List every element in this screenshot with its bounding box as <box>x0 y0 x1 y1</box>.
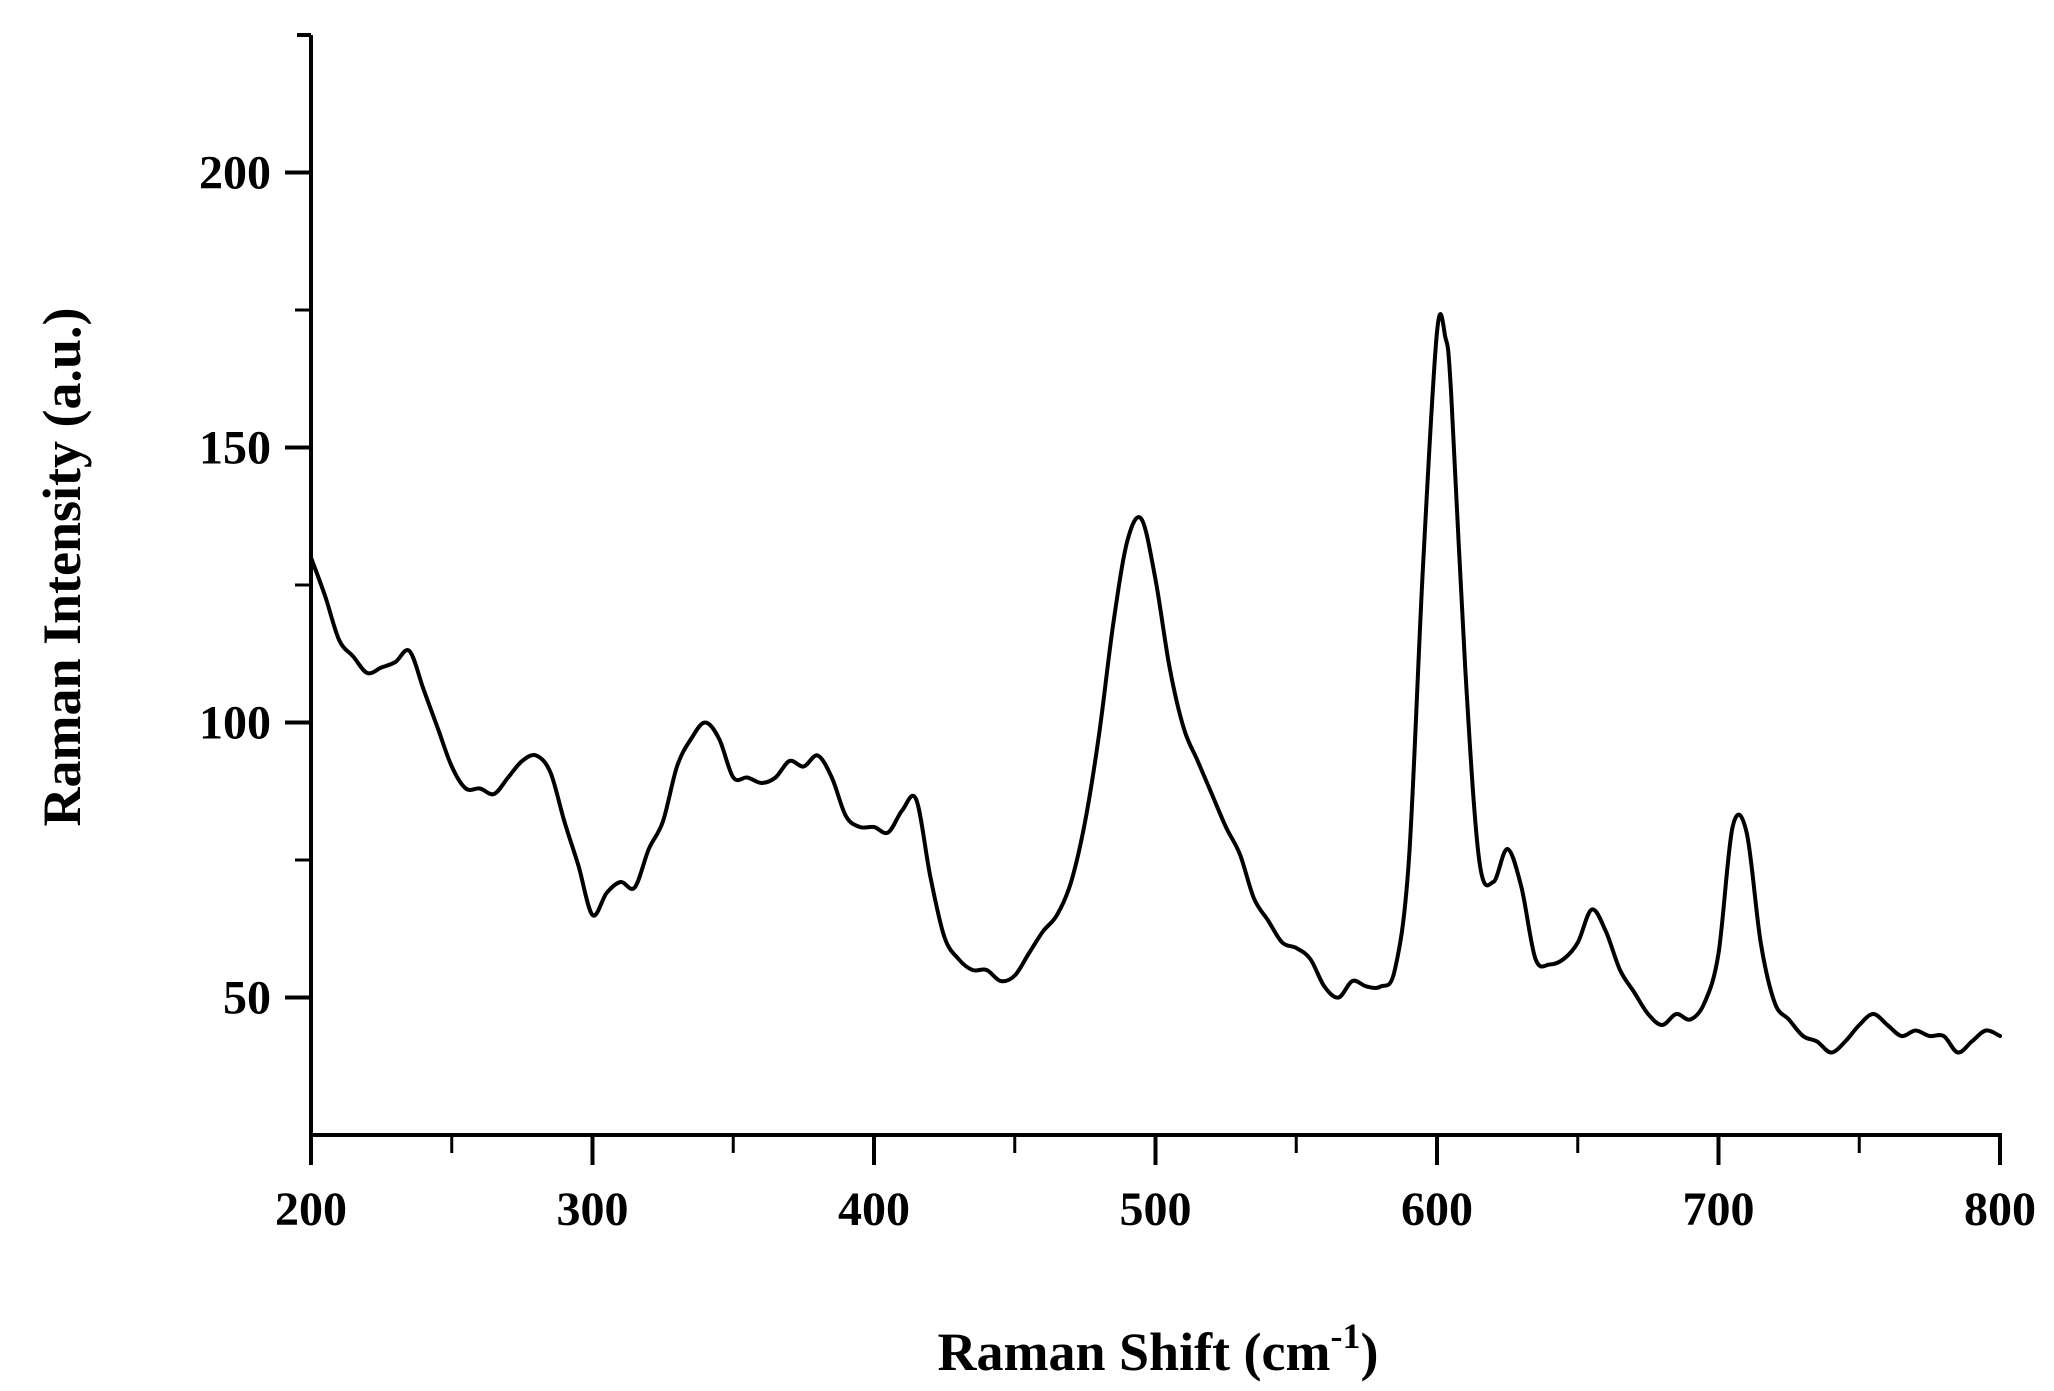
y-tick-label: 100 <box>199 697 271 750</box>
series-group <box>309 312 2002 1055</box>
x-tick-label: 500 <box>1120 1183 1192 1236</box>
x-tick-label: 200 <box>275 1183 347 1236</box>
y-axis-title: Raman Intensity (a.u.) <box>32 307 92 826</box>
y-tick-label: 50 <box>223 972 271 1025</box>
y-axis-ticks: 50 100 150 200 <box>199 147 311 1025</box>
x-axis-ticks: 200 300 400 500 600 700 800 <box>275 1135 2036 1236</box>
raman-spectrum-line <box>309 312 2002 1055</box>
x-tick-label: 300 <box>557 1183 629 1236</box>
x-axis-title: Raman Shift (cm-1) <box>938 1316 1379 1382</box>
x-tick-label: 800 <box>1964 1183 2036 1236</box>
y-tick-label: 150 <box>199 422 271 475</box>
x-tick-label: 400 <box>838 1183 910 1236</box>
y-tick-label: 200 <box>199 147 271 200</box>
x-tick-label: 600 <box>1401 1183 1473 1236</box>
axes <box>297 33 2002 1137</box>
x-tick-label: 700 <box>1683 1183 1755 1236</box>
